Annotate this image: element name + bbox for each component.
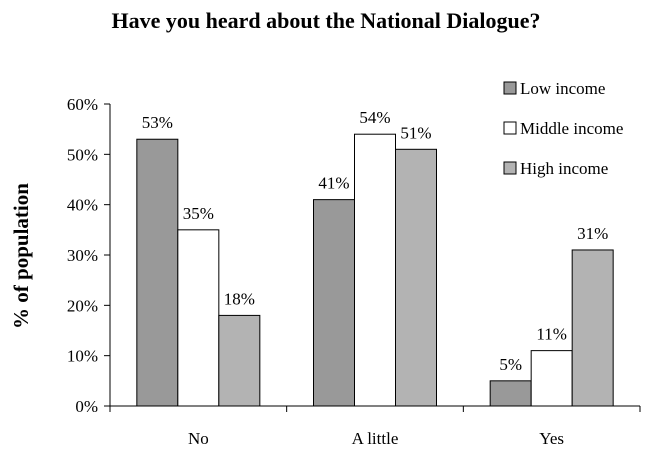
bar xyxy=(313,199,355,407)
bar xyxy=(218,314,261,407)
y-tick-label: 50% xyxy=(67,145,98,164)
data-label: 35% xyxy=(183,204,214,223)
y-axis-label: % of population xyxy=(9,183,33,329)
x-category-label: A little xyxy=(352,429,399,448)
bar xyxy=(489,380,532,407)
chart-title: Have you heard about the National Dialog… xyxy=(111,8,540,33)
bar xyxy=(571,249,614,407)
y-tick-label: 0% xyxy=(75,397,98,416)
legend-swatch xyxy=(503,81,517,95)
legend-label: Low income xyxy=(520,79,605,98)
data-label: 54% xyxy=(359,108,390,127)
data-label: 5% xyxy=(499,355,522,374)
legend-label: Middle income xyxy=(520,119,623,138)
data-label: 18% xyxy=(224,289,255,308)
x-category-label: Yes xyxy=(539,429,564,448)
y-tick-label: 40% xyxy=(67,196,98,215)
legend-swatch xyxy=(503,121,517,135)
data-label: 53% xyxy=(142,113,173,132)
data-label: 11% xyxy=(536,325,567,344)
y-tick-label: 60% xyxy=(67,95,98,114)
y-tick-label: 20% xyxy=(67,296,98,315)
bars xyxy=(136,133,614,407)
data-label: 51% xyxy=(400,123,431,142)
bar xyxy=(395,148,437,407)
data-label: 41% xyxy=(318,174,349,193)
x-axis: No A little Yes xyxy=(109,405,641,448)
legend: Low income Middle income High income xyxy=(503,79,623,178)
bar xyxy=(136,138,179,407)
bar xyxy=(354,133,396,407)
x-category-label: No xyxy=(188,429,209,448)
bar xyxy=(177,229,220,407)
y-tick-label: 10% xyxy=(67,347,98,366)
bar xyxy=(530,350,573,407)
legend-label: High income xyxy=(520,159,608,178)
data-labels: 53% 41% 5% 35% 54% 11% 18% 51% 31% xyxy=(142,108,609,374)
y-tick-label: 30% xyxy=(67,246,98,265)
y-axis: 0% 10% 20% 30% 40% 50% 60% xyxy=(67,95,111,416)
data-label: 31% xyxy=(577,224,608,243)
legend-swatch xyxy=(503,161,517,175)
